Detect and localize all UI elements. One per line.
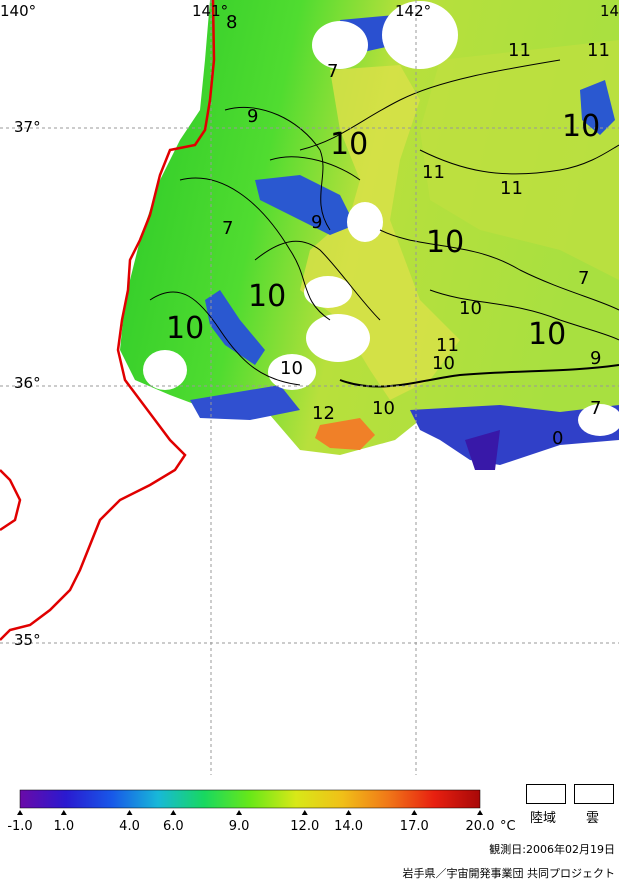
contour-label: 11	[508, 40, 531, 61]
hot-patch	[315, 418, 375, 450]
colorbar-tick-label: 9.0	[229, 819, 250, 834]
colorbar-tick-mark	[345, 810, 352, 815]
contour-label: 11	[587, 40, 610, 61]
contour-label: 9	[247, 106, 259, 127]
observation-date: 観測日:2006年02月19日	[489, 843, 615, 856]
contour-label: 10	[528, 317, 567, 352]
map-canvas	[0, 0, 619, 775]
cloud-label: 雲	[586, 811, 600, 826]
colorbar-tick-label: 12.0	[290, 819, 319, 834]
lon-label-140: 140°	[0, 2, 37, 20]
contour-label: 10	[459, 298, 482, 319]
contour-label: 10	[330, 127, 369, 162]
southern-purple-patch	[465, 430, 500, 470]
lat-label-35: 35°	[14, 631, 41, 649]
contour-label: 0	[552, 428, 564, 449]
lat-label-37: 37°	[14, 118, 41, 136]
contour-label: 10	[426, 225, 465, 260]
colorbar-tick-label: -1.0	[7, 819, 32, 834]
lat-label-36: 36°	[14, 374, 41, 392]
colorbar-tick-label: 17.0	[400, 819, 429, 834]
cloud-swatch	[574, 784, 614, 804]
coastline	[0, 0, 216, 641]
lon-label-141: 141°	[192, 2, 229, 20]
colorbar-tick-label: 20.0	[466, 819, 495, 834]
colorbar-tick-mark	[236, 810, 243, 815]
contour-label: 12	[312, 403, 335, 424]
colorbar-tick-mark	[170, 810, 177, 815]
contour-label: 11	[422, 162, 445, 183]
colorbar-tick-mark	[477, 810, 483, 815]
cloud-patches	[143, 1, 619, 436]
contour-label: 7	[327, 61, 339, 82]
contour-label: 8	[226, 12, 238, 33]
colorbar-tick-label: 1.0	[53, 819, 74, 834]
lon-label-143: 14	[600, 2, 619, 20]
colorbar-legend: -1.0 1.0 4.0 6.0 9.0 12.0 14.0 17.0 20.0 °C 陸域 雲 …	[0, 780, 619, 881]
graticule	[0, 0, 619, 775]
contour-label: 9	[311, 212, 323, 233]
southern-no-data	[0, 470, 619, 775]
contour-label: 10	[562, 109, 601, 144]
land-label: 陸域	[530, 811, 557, 826]
cold-eddy-4	[580, 80, 615, 135]
southern-cold-front	[410, 405, 619, 465]
colorbar-tick-mark	[126, 810, 133, 815]
colorbar-ticks: -1.0 1.0 4.0 6.0 9.0 12.0 14.0 17.0 20.0 °C	[7, 810, 516, 834]
colorbar-tick-mark	[60, 810, 67, 815]
colorbar-tick-mark	[411, 810, 418, 815]
colorbar-tick-mark	[301, 810, 308, 815]
cold-shelf-band	[190, 385, 300, 420]
contour-label: 10	[166, 311, 205, 346]
contour-label: 7	[590, 398, 602, 419]
colorbar-tick-label: 6.0	[163, 819, 184, 834]
cold-eddy-2	[205, 290, 265, 365]
contour-label: 10	[432, 353, 455, 374]
colorbar: -1.0 1.0 4.0 6.0 9.0 12.0 14.0 17.0 20.0 °C	[7, 789, 516, 834]
sea-surface-temperature-map: 140° 141° 142° 14 37° 36° 35° 8 7 11 11 …	[0, 0, 619, 775]
contour-label: 11	[500, 178, 523, 199]
cold-eddy-1	[255, 175, 355, 235]
colorbar-tick-label: 4.0	[119, 819, 140, 834]
contour-label: 7	[222, 218, 234, 239]
colorbar-tick-label: 14.0	[334, 819, 363, 834]
contour-label: 9	[590, 348, 602, 369]
colorbar-unit: °C	[500, 819, 516, 834]
colorbar-gradient	[19, 789, 481, 809]
contour-label: 7	[578, 268, 590, 289]
warm-water-east	[420, 40, 619, 280]
bay-coastline	[0, 469, 22, 532]
contour-label: 11	[436, 335, 459, 356]
credit-line: 岩手県／宇宙開発事業団 共同プロジェクト	[402, 867, 616, 880]
contour-label: 10	[248, 279, 287, 314]
land-swatch	[526, 784, 566, 804]
contour-label: 10	[372, 398, 395, 419]
contour-label: 10	[280, 358, 303, 379]
lon-label-142: 142°	[395, 2, 432, 20]
colorbar-tick-mark	[17, 810, 23, 815]
